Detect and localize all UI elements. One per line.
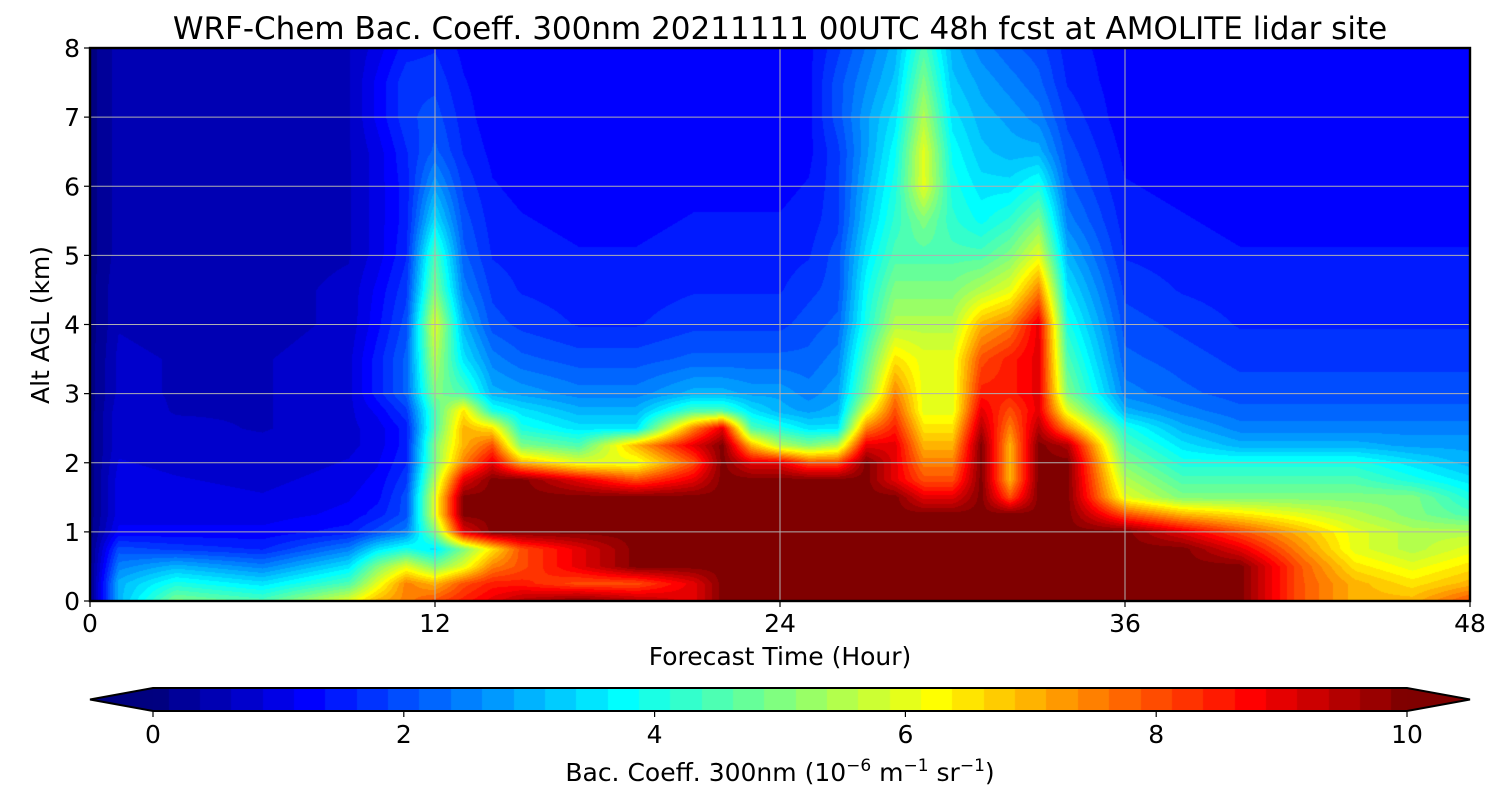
- x-tick-label: 24: [764, 609, 796, 638]
- colorbar-tick-label: 4: [647, 720, 663, 749]
- x-tick-label: 0: [82, 609, 98, 638]
- x-tick-label: 36: [1109, 609, 1141, 638]
- colorbar-tick-label: 2: [396, 720, 412, 749]
- chart-title: WRF-Chem Bac. Coeff. 300nm 20211111 00UT…: [173, 11, 1387, 47]
- colorbar-ticks: 0 2 4 6 8 10: [145, 711, 1423, 749]
- y-tick-label: 2: [64, 449, 80, 478]
- colorbar-tick-label: 10: [1391, 720, 1423, 749]
- colorbar-gradient: [153, 688, 1407, 711]
- y-axis: 0 1 2 3 4 5 6 7 8: [64, 34, 90, 616]
- colorbar-label: Bac. Coeff. 300nm (10−6 m−1 sr−1): [565, 756, 994, 787]
- x-axis-label: Forecast Time (Hour): [649, 642, 912, 671]
- y-tick-label: 5: [64, 241, 80, 270]
- y-axis-label: Alt AGL (km): [26, 246, 55, 404]
- colorbar: 0 2 4 6 8 10 Bac. Coeff. 300nm (10−6 m−1 sr−1…: [89, 687, 1471, 787]
- y-tick-label: 1: [64, 518, 80, 547]
- colorbar-extend-high: [1407, 688, 1470, 711]
- y-tick-label: 7: [64, 103, 80, 132]
- y-tick-label: 4: [64, 311, 80, 340]
- y-tick-label: 3: [64, 380, 80, 409]
- y-tick-label: 0: [64, 587, 80, 616]
- y-tick-label: 6: [64, 172, 80, 201]
- x-tick-label: 48: [1454, 609, 1486, 638]
- colorbar-extend-low: [90, 688, 153, 711]
- plot-area: [88, 46, 1472, 603]
- colorbar-tick-label: 0: [145, 720, 161, 749]
- x-axis: 0 12 24 36 48: [82, 601, 1486, 638]
- colorbar-tick-label: 6: [897, 720, 913, 749]
- colorbar-tick-label: 8: [1148, 720, 1164, 749]
- x-tick-label: 12: [419, 609, 451, 638]
- y-tick-label: 8: [64, 34, 80, 63]
